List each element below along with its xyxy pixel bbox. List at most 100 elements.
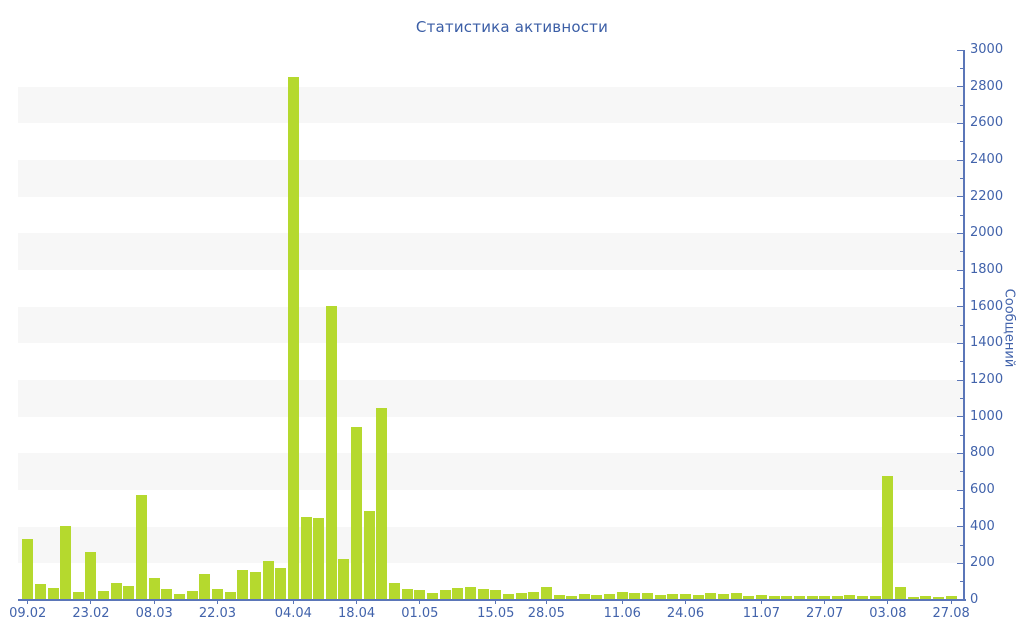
bar xyxy=(945,596,957,599)
bar xyxy=(224,591,236,599)
x-tick xyxy=(685,600,686,604)
x-tick-label: 01.05 xyxy=(401,606,439,621)
x-tick-label: 09.02 xyxy=(9,606,47,621)
bar xyxy=(629,592,641,599)
bar xyxy=(528,591,540,599)
y-major-tick xyxy=(957,306,963,308)
x-tick xyxy=(356,600,358,604)
y-tick-label: 600 xyxy=(970,482,995,497)
y-axis-title: Сообщений xyxy=(1001,288,1017,368)
x-tick xyxy=(419,600,421,604)
bar xyxy=(148,577,160,599)
y-tick-label: 1200 xyxy=(970,372,1004,387)
bar xyxy=(300,516,312,599)
bar xyxy=(806,596,818,599)
x-tick xyxy=(887,600,889,604)
x-tick xyxy=(292,600,294,604)
x-tick-label: 27.08 xyxy=(932,606,970,621)
y-major-tick xyxy=(957,49,963,51)
bar xyxy=(313,518,325,599)
bar xyxy=(351,426,363,599)
y-minor-tick xyxy=(960,361,963,363)
bar xyxy=(363,511,375,599)
bar xyxy=(452,588,464,599)
bar xyxy=(604,594,616,599)
bar xyxy=(325,305,337,599)
y-tick-label: 2000 xyxy=(970,225,1004,241)
bar xyxy=(174,593,185,599)
bar xyxy=(755,594,767,599)
bar xyxy=(98,590,110,599)
bar xyxy=(262,560,274,599)
bar xyxy=(680,594,691,599)
bar xyxy=(338,558,350,599)
y-major-tick xyxy=(957,452,963,454)
x-tick xyxy=(27,600,29,604)
y-minor-tick xyxy=(960,507,963,509)
y-major-tick xyxy=(957,159,963,161)
y-major-tick xyxy=(957,526,963,528)
bar xyxy=(654,594,666,599)
y-minor-tick xyxy=(960,287,963,289)
bar xyxy=(186,590,198,599)
y-major-tick xyxy=(957,342,963,344)
bar xyxy=(895,587,907,599)
bar xyxy=(490,589,502,599)
y-tick-label: 3000 xyxy=(970,42,1004,57)
bar xyxy=(47,588,59,599)
bar xyxy=(616,591,628,599)
y-major-tick xyxy=(957,196,963,198)
y-major-tick xyxy=(957,86,963,88)
x-tick-label: 23.02 xyxy=(72,606,110,621)
bar xyxy=(869,595,881,599)
x-tick xyxy=(760,600,762,604)
bar xyxy=(287,76,299,599)
y-major-tick xyxy=(957,599,963,601)
y-tick-label: 1000 xyxy=(970,408,1004,424)
x-tick-label: 03.08 xyxy=(869,606,907,621)
y-minor-tick xyxy=(960,471,963,473)
bar xyxy=(566,595,578,599)
y-tick-label: 200 xyxy=(970,555,995,571)
y-minor-tick xyxy=(960,67,963,69)
x-tick-label: 11.07 xyxy=(742,606,780,621)
bar xyxy=(414,589,426,599)
bar xyxy=(389,582,401,599)
bar xyxy=(743,595,755,599)
bar xyxy=(781,596,793,599)
bar xyxy=(705,592,717,599)
x-tick xyxy=(495,600,497,604)
x-tick-label: 27.07 xyxy=(806,606,844,621)
y-axis-line xyxy=(963,50,965,601)
bar xyxy=(464,587,476,599)
bar xyxy=(857,596,869,599)
bar xyxy=(110,583,122,599)
bar xyxy=(376,408,388,599)
grid-band xyxy=(18,233,963,270)
bar xyxy=(22,538,34,599)
y-minor-tick xyxy=(960,581,963,583)
y-tick-label: 2400 xyxy=(970,152,1004,167)
bar xyxy=(692,594,704,599)
grid-band xyxy=(18,453,963,490)
y-tick-label: 2600 xyxy=(970,115,1004,131)
bar xyxy=(730,592,742,599)
x-tick-label: 15.05 xyxy=(477,606,515,621)
x-tick-label: 22.03 xyxy=(198,606,237,621)
bar xyxy=(439,589,451,599)
bar xyxy=(85,552,97,599)
x-tick-label: 28.05 xyxy=(527,606,565,621)
x-tick-label: 04.04 xyxy=(274,606,312,621)
bar xyxy=(717,594,729,599)
y-minor-tick xyxy=(960,214,963,216)
bar xyxy=(768,595,780,599)
bar xyxy=(540,587,552,599)
y-tick-label: 0 xyxy=(970,592,979,607)
bar xyxy=(502,594,514,599)
y-major-tick xyxy=(957,379,963,381)
y-major-tick xyxy=(957,489,963,491)
bar xyxy=(477,588,489,599)
grid-band xyxy=(18,526,963,564)
bar xyxy=(72,591,84,599)
